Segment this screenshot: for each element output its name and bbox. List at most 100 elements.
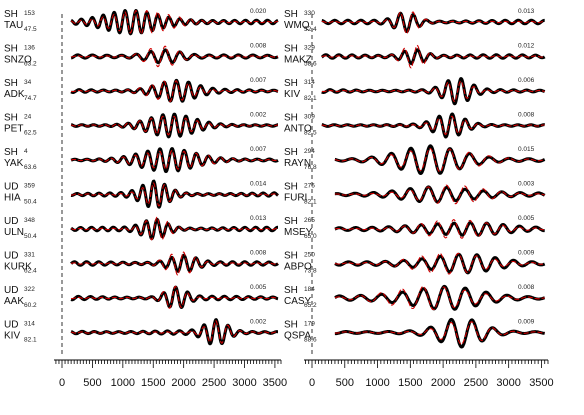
station-label: RAYN bbox=[284, 158, 311, 169]
observed-waveform bbox=[334, 284, 546, 311]
distance-label: 82.1 bbox=[304, 95, 317, 102]
x-tick-label: 1500 bbox=[398, 377, 422, 389]
component-label: SH bbox=[284, 182, 298, 193]
component-label: SH bbox=[4, 147, 18, 158]
distance-label: 50.4 bbox=[24, 199, 37, 206]
x-tick-label: 500 bbox=[83, 377, 101, 389]
station-label: PET bbox=[4, 124, 23, 135]
distance-label: 52.4 bbox=[304, 26, 317, 33]
azimuth-label: 184 bbox=[304, 286, 315, 293]
observed-waveform bbox=[70, 179, 279, 209]
x-tick-label: 2000 bbox=[171, 377, 195, 389]
station-label: ANTO bbox=[284, 124, 312, 135]
distance-label: 82.1 bbox=[24, 337, 37, 344]
synthetic-waveform bbox=[70, 251, 279, 276]
distance-label: 62.4 bbox=[24, 268, 37, 275]
observed-waveform bbox=[70, 318, 279, 346]
component-label: SH bbox=[284, 285, 298, 296]
azimuth-label: 34 bbox=[24, 79, 32, 86]
amplitude-label: 0.008 bbox=[518, 112, 535, 119]
distance-label: 74.7 bbox=[24, 95, 37, 102]
observed-waveform bbox=[334, 252, 546, 275]
amplitude-label: 0.012 bbox=[518, 43, 535, 50]
distance-label: 63.6 bbox=[24, 164, 37, 171]
azimuth-label: 4 bbox=[24, 148, 28, 155]
distance-label: 76.8 bbox=[304, 164, 317, 171]
synthetic-waveform bbox=[334, 252, 545, 275]
station-label: WMQ bbox=[284, 20, 310, 31]
component-label: SH bbox=[284, 44, 298, 55]
component-label: UD bbox=[4, 251, 18, 262]
amplitude-label: 0.008 bbox=[250, 43, 267, 50]
azimuth-label: 314 bbox=[304, 79, 315, 86]
component-label: SH bbox=[4, 78, 18, 89]
amplitude-label: 0.005 bbox=[250, 284, 267, 291]
component-label: UD bbox=[4, 320, 18, 331]
amplitude-label: 0.002 bbox=[250, 112, 267, 119]
station-label: CASY bbox=[284, 296, 312, 307]
amplitude-label: 0.009 bbox=[518, 250, 535, 257]
x-tick-label: 0 bbox=[309, 377, 315, 389]
amplitude-label: 0.007 bbox=[250, 77, 267, 84]
station-label: KIV bbox=[284, 89, 300, 100]
left-panel: SHTAU15347.50.020SHSNZO13663.20.008SHADK… bbox=[4, 8, 287, 389]
station-label: KIV bbox=[4, 331, 20, 342]
x-tick-label: 0 bbox=[59, 377, 65, 389]
amplitude-label: 0.014 bbox=[250, 181, 267, 188]
azimuth-label: 348 bbox=[24, 217, 35, 224]
synthetic-waveform bbox=[71, 182, 279, 207]
synthetic-waveform bbox=[71, 45, 279, 68]
station-label: SNZO bbox=[4, 55, 32, 66]
azimuth-label: 276 bbox=[304, 183, 315, 190]
station-label: QSPA bbox=[284, 331, 311, 342]
x-tick-label: 3500 bbox=[263, 377, 287, 389]
synthetic-waveform bbox=[321, 115, 545, 136]
amplitude-label: 0.020 bbox=[250, 8, 267, 15]
synthetic-waveform bbox=[70, 320, 279, 344]
station-label: MAKZ bbox=[284, 55, 312, 66]
component-label: UD bbox=[4, 216, 18, 227]
station-label: KURK bbox=[4, 262, 32, 273]
azimuth-label: 331 bbox=[24, 252, 35, 259]
x-tick-label: 3500 bbox=[529, 377, 553, 389]
amplitude-label: 0.005 bbox=[518, 215, 535, 222]
synthetic-waveform bbox=[70, 149, 279, 170]
synthetic-waveform bbox=[334, 321, 545, 345]
synthetic-waveform bbox=[334, 285, 545, 311]
station-label: MSEY bbox=[284, 227, 313, 238]
azimuth-label: 322 bbox=[24, 286, 35, 293]
synthetic-waveform bbox=[334, 184, 545, 205]
distance-label: 62.5 bbox=[24, 130, 37, 137]
station-label: TAU bbox=[4, 20, 23, 31]
synthetic-waveform bbox=[71, 285, 279, 309]
x-tick-label: 2500 bbox=[202, 377, 226, 389]
x-tick-label: 1000 bbox=[365, 377, 389, 389]
station-label: YAK bbox=[4, 158, 24, 169]
synthetic-waveform bbox=[321, 44, 545, 69]
azimuth-label: 314 bbox=[24, 321, 35, 328]
synthetic-waveform bbox=[70, 80, 279, 102]
azimuth-label: 359 bbox=[24, 183, 35, 190]
component-label: UD bbox=[4, 182, 18, 193]
station-label: ADK bbox=[4, 89, 25, 100]
component-label: UD bbox=[4, 285, 18, 296]
right-panel: SHWMQ33052.40.013SHMAKZ32958.60.012SHKIV… bbox=[284, 8, 554, 389]
distance-label: 65.0 bbox=[304, 233, 317, 240]
azimuth-label: 309 bbox=[304, 114, 315, 121]
distance-label: 88.6 bbox=[304, 337, 317, 344]
component-label: SH bbox=[284, 113, 298, 124]
x-tick-label: 3000 bbox=[232, 377, 256, 389]
distance-label: 82.5 bbox=[304, 130, 317, 137]
component-label: SH bbox=[284, 216, 298, 227]
amplitude-label: 0.013 bbox=[518, 8, 535, 15]
synthetic-waveform bbox=[70, 9, 278, 35]
amplitude-label: 0.002 bbox=[250, 319, 267, 326]
